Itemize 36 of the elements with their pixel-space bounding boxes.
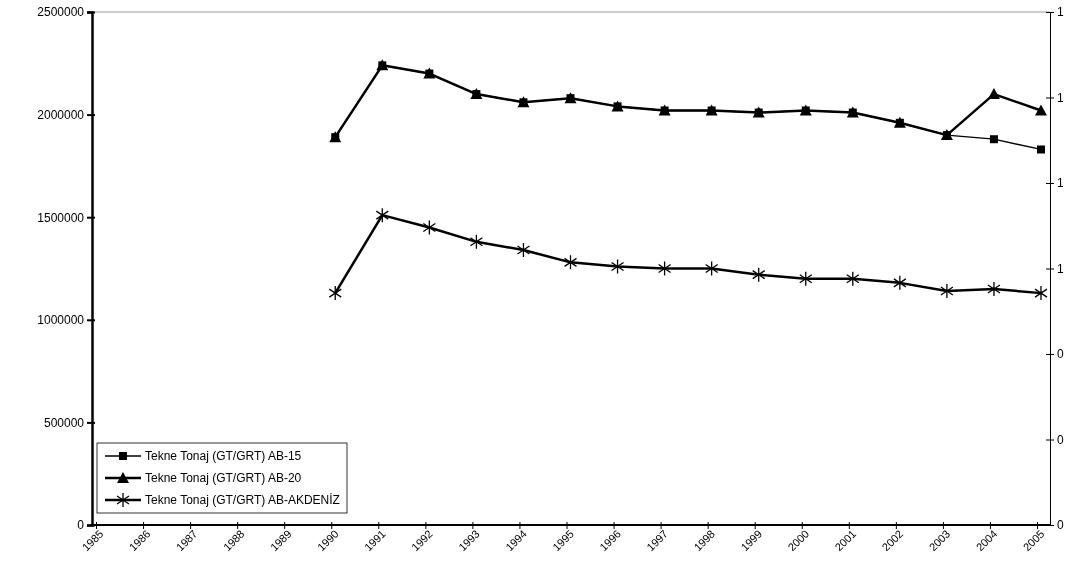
point: [989, 135, 998, 144]
y2-tick-label: 0: [1057, 518, 1064, 533]
point: [469, 234, 484, 250]
point: [752, 267, 766, 283]
legend-label: Tekne Tonaj (GT/GRT) AB-15: [145, 449, 302, 464]
point: [987, 88, 1000, 100]
point: [705, 260, 719, 277]
y-tick-label: 1000000: [37, 313, 85, 328]
point: [1035, 104, 1047, 116]
y-tick-label: 2000000: [37, 107, 85, 122]
point: [516, 242, 531, 258]
point: [1034, 285, 1048, 301]
legend-label: Tekne Tonaj (GT/GRT) AB-20: [145, 471, 302, 486]
point: [940, 283, 954, 299]
legend-label: Tekne Tonaj (GT/GRT) AB-AKDENİZ: [145, 493, 340, 508]
point: [657, 260, 672, 277]
y2-tick-label: 0: [1057, 347, 1064, 362]
y2-tick-label: 1: [1057, 90, 1064, 105]
point: [1037, 145, 1045, 154]
y-tick-label: 1500000: [37, 210, 85, 225]
point: [799, 271, 813, 287]
y2-tick-label: 1: [1057, 261, 1064, 276]
point: [328, 285, 342, 301]
point: [610, 258, 625, 275]
y-tick-label: 2500000: [37, 5, 85, 20]
y-tick-label: 500000: [43, 415, 85, 430]
y-tick-label: 0: [77, 518, 85, 533]
y2-tick-label: 1: [1057, 5, 1064, 20]
point: [563, 254, 578, 270]
point: [375, 207, 389, 223]
y2-tick-label: 1: [1057, 176, 1064, 191]
point: [422, 219, 436, 236]
point: [987, 281, 1001, 297]
y2-tick-label: 0: [1057, 432, 1064, 447]
point: [893, 275, 907, 291]
point: [846, 271, 860, 287]
